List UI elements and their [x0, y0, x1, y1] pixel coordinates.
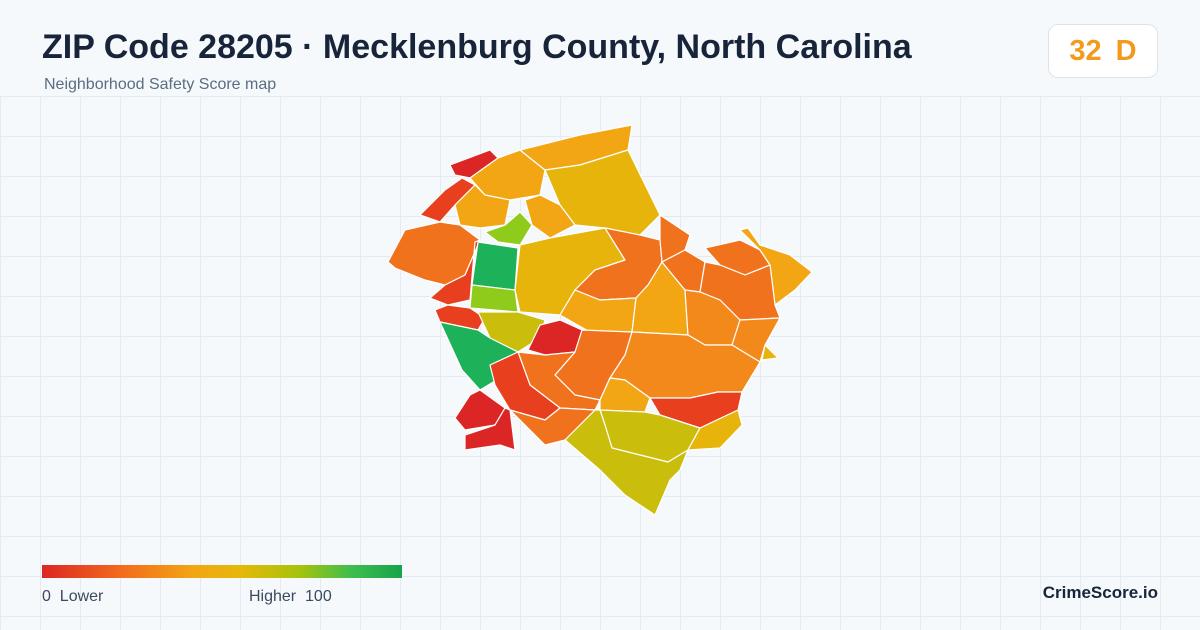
neighborhood-6[interactable]	[454, 184, 511, 229]
neighborhood-11[interactable]	[471, 241, 519, 291]
neighborhood-37[interactable]	[687, 409, 743, 451]
page-header: ZIP Code 28205 · Mecklenburg County, Nor…	[0, 0, 1200, 96]
neighborhood-10[interactable]	[429, 239, 481, 306]
score-value: 32	[1069, 34, 1102, 67]
neighborhood-27[interactable]	[731, 317, 781, 363]
legend-min: 0 Lower	[42, 588, 104, 605]
neighborhood-40[interactable]	[464, 407, 516, 451]
legend-color-scale	[42, 565, 402, 578]
page-subtitle: Neighborhood Safety Score map	[44, 76, 277, 93]
page-title: ZIP Code 28205 · Mecklenburg County, Nor…	[42, 28, 912, 66]
neighborhood-38[interactable]	[564, 409, 689, 516]
neighborhood-9[interactable]	[484, 211, 533, 246]
legend-max-label: Higher	[249, 588, 297, 605]
legend-max: Higher 100	[249, 588, 332, 605]
safety-score-badge: 32 D	[1048, 24, 1158, 78]
neighborhood-28[interactable]	[761, 344, 779, 361]
score-grade: D	[1115, 34, 1137, 67]
legend-min-label: Lower	[59, 588, 104, 605]
neighborhood-12[interactable]	[469, 284, 519, 313]
brand-logo-text[interactable]: CrimeScore.io	[1042, 583, 1158, 602]
neighborhood-24[interactable]	[739, 227, 813, 306]
